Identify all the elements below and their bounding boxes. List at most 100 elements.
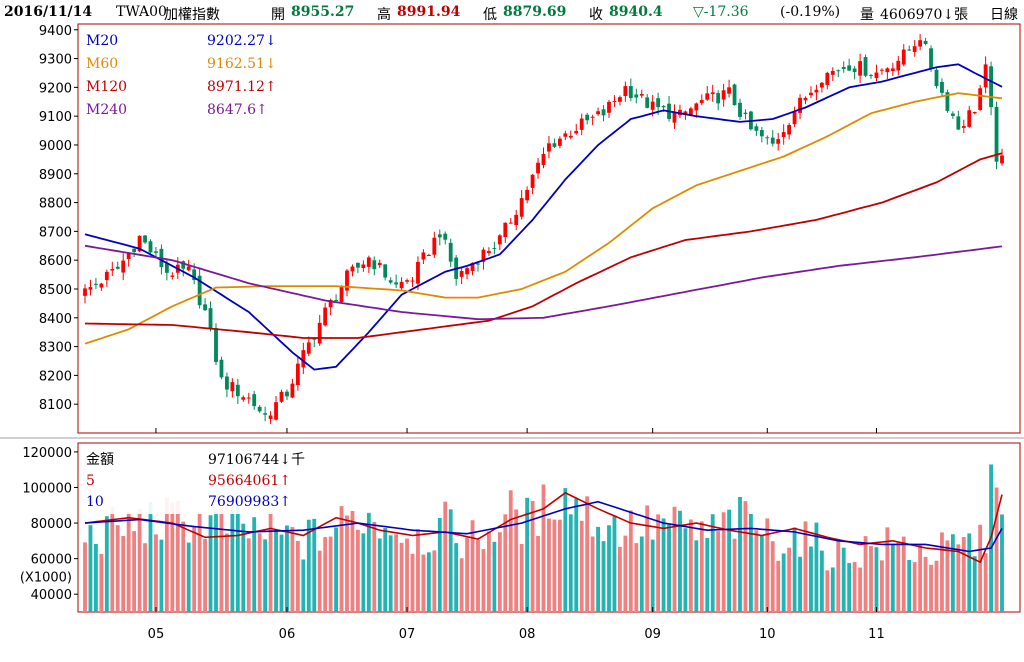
candle [967,105,972,128]
volume-bar [579,520,584,612]
candle [519,190,524,220]
candle-body [481,249,486,262]
volume-bar [246,538,251,612]
candle-body [268,415,273,419]
candle [896,55,901,76]
volume-bar [410,553,415,612]
candle-body [164,263,169,273]
candle [645,93,650,109]
volume-bar [372,521,377,612]
volume-bar [295,540,300,612]
candle-body [765,137,770,139]
candle [465,266,469,280]
candle [268,411,273,425]
candle-body [814,89,819,93]
volume-bar [896,542,901,612]
candle [83,284,87,304]
volume-bar [416,529,420,612]
volume-bar [934,560,939,612]
candle [994,101,999,170]
open-value: 8955.27 [291,4,355,20]
price-tick-label: 8100 [39,398,72,413]
candle-body [918,40,923,47]
volume-bar [257,533,262,612]
volume-bar [181,521,186,612]
candle-body [858,61,862,76]
candle-body [306,342,311,354]
candle [759,126,764,143]
candle-body [568,135,573,138]
volume-ma-10 [84,500,1003,553]
price-tick-label: 9200 [39,81,72,96]
volume-bar [787,547,792,612]
x-tick-label: 07 [399,627,416,642]
candle [432,231,437,258]
candle-body [317,322,322,344]
volume-bar [743,501,748,612]
volume-bar [721,512,726,612]
candle-body [792,112,797,125]
candle-body [781,132,786,137]
volume-bar [650,539,655,612]
candle [301,342,306,375]
candle-body [246,397,251,399]
candle-body [230,382,235,392]
candle-body [699,100,704,104]
candle-body [705,93,710,100]
candle-body [208,308,213,329]
open-label: 開 [271,7,285,23]
candle-body [940,81,944,93]
candle-body [170,275,175,277]
price-tick-label: 8900 [39,168,72,183]
price-tick-label: 9300 [39,53,72,68]
candle-body [459,271,464,277]
volume-bar [536,536,540,612]
volume-bar [776,560,781,612]
candle-body [601,109,606,116]
volume-bar [547,518,551,612]
volume-bar [164,497,169,612]
legend-m120-name: M120 [86,79,127,95]
candle-body [143,235,147,243]
candle [197,267,202,309]
candle-body [596,111,600,115]
volume-bar [628,510,633,612]
volume-bar [470,520,475,612]
volume-bar [83,542,87,612]
candle-body [110,269,115,271]
ma-line-m20 [84,63,1003,371]
candle-body [132,248,137,252]
candle [421,249,426,265]
candle-body [732,84,737,106]
candle-body [186,266,191,271]
candle-body [437,234,442,238]
candle-body [961,126,966,128]
period-label: 日線 [990,7,1018,23]
candle [219,356,224,380]
volume-bar [667,524,671,612]
candle [285,389,289,400]
candle-body [394,282,399,285]
volume-panel: 120000 100000 80000 60000 40000 (X1000) 金額 9710… [20,442,1021,613]
volume-bar [639,536,644,612]
candle [203,298,207,311]
volume-bar [552,519,557,612]
x-tick-label: 06 [279,627,296,642]
candle [104,269,109,287]
volume-bar [798,556,802,612]
candle [929,45,933,72]
legend-m20-name: M20 [86,33,118,49]
volume-bar [945,540,950,612]
volume-bar [596,526,600,612]
candle-body [279,391,284,402]
candle-body [197,275,202,306]
candle [754,123,759,137]
candle [743,109,748,120]
candle-body [989,66,993,108]
candle [361,260,366,272]
candle [989,61,993,116]
candle-body [880,69,884,71]
candle [437,229,442,246]
candle-body [754,126,759,131]
volume-bar [749,513,753,612]
